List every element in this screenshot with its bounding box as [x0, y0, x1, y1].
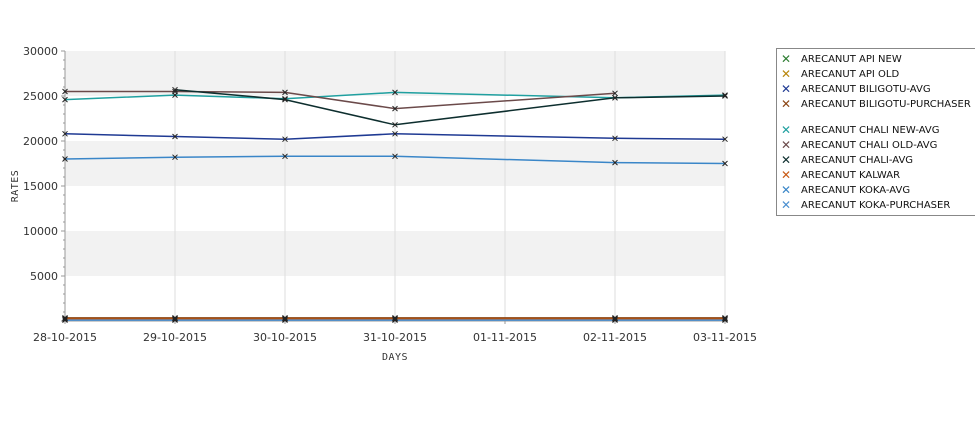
data-point	[172, 88, 178, 95]
legend-marker-icon: ✕	[781, 82, 792, 96]
data-point	[392, 317, 398, 323]
legend-label: ARECANUT BILIGOTU-PURCHASER	[801, 99, 971, 110]
y-tick-label: 25000	[23, 90, 58, 103]
legend-item: ✕ ARECANUT BILIGOTU-PURCHASER	[781, 97, 975, 111]
x-axis-ticks: 28-10-2015 29-10-2015 30-10-2015 31-10-2015…	[33, 321, 757, 344]
y-axis-title: RATES	[10, 170, 21, 203]
legend-label: ARECANUT KOKA-AVG	[801, 185, 911, 196]
legend-marker-icon: ✕	[781, 183, 792, 197]
data-point	[282, 314, 288, 321]
data-point	[172, 154, 178, 161]
y-tick-label: 15000	[23, 180, 58, 193]
y-axis-ticks: 5000 10000 15000 20000 25000 30000	[23, 45, 65, 322]
legend-item: ✕ ARECANUT KOKA-AVG	[781, 183, 975, 197]
y-tick-label: 20000	[23, 135, 58, 148]
series-line	[64, 155, 726, 165]
data-point	[722, 160, 728, 167]
data-point	[62, 96, 68, 103]
legend-marker-icon: ✕	[781, 168, 792, 182]
data-point	[172, 133, 178, 140]
legend-label: ARECANUT CHALI NEW-AVG	[801, 125, 940, 136]
legend-marker-icon: ✕	[781, 138, 792, 152]
legend-label: ARECANUT CHALI-AVG	[801, 155, 914, 166]
data-point	[392, 89, 398, 96]
series-points	[62, 86, 728, 323]
data-point	[62, 317, 68, 323]
x-tick-label: 31-10-2015	[363, 331, 427, 344]
legend-marker-icon: ✕	[781, 97, 792, 111]
data-point	[392, 121, 398, 128]
data-point	[282, 316, 288, 323]
legend-item: ✕ ARECANUT API NEW	[781, 52, 975, 66]
data-point	[722, 316, 728, 323]
data-point	[722, 317, 728, 323]
data-point	[612, 314, 618, 321]
legend-item: ✕ ARECANUT API OLD	[781, 67, 975, 81]
legend-marker-icon: ✕	[781, 67, 792, 81]
data-point	[172, 86, 178, 93]
x-tick-label: 01-11-2015	[473, 331, 537, 344]
legend-item: ✕ ARECANUT CHALI OLD-AVG	[781, 138, 975, 152]
data-point	[612, 316, 618, 323]
data-point	[392, 153, 398, 160]
data-point	[282, 136, 288, 143]
data-point	[722, 314, 728, 321]
data-point	[282, 317, 288, 323]
x-tick-label: 30-10-2015	[253, 331, 317, 344]
data-point	[282, 153, 288, 160]
data-point	[392, 105, 398, 112]
x-tick-label: 03-11-2015	[693, 331, 757, 344]
legend-label: ARECANUT KALWAR	[801, 170, 901, 181]
data-point	[392, 316, 398, 323]
legend-item: ✕ ARECANUT KALWAR	[781, 168, 975, 182]
data-point	[612, 317, 618, 323]
data-point	[612, 94, 618, 101]
x-tick-label: 02-11-2015	[583, 331, 647, 344]
data-point	[172, 317, 178, 323]
data-point	[722, 92, 728, 98]
legend-item: ✕ ARECANUT CHALI-AVG	[781, 153, 975, 167]
legend-marker-icon: ✕	[781, 198, 792, 212]
data-point	[62, 314, 68, 321]
legend-item: ✕ ARECANUT CHALI NEW-AVG	[781, 123, 975, 137]
data-point	[62, 156, 68, 162]
x-axis-title: DAYS	[382, 352, 408, 363]
data-point	[612, 90, 618, 97]
x-tick-label: 28-10-2015	[33, 331, 97, 344]
x-tick-label: 29-10-2015	[143, 331, 207, 344]
data-point	[612, 159, 618, 166]
data-point	[282, 95, 288, 102]
data-point	[392, 130, 398, 137]
data-point	[172, 316, 178, 323]
data-point	[392, 314, 398, 321]
data-point	[612, 135, 618, 142]
legend-item: ✕ ARECANUT KOKA-PURCHASER	[781, 198, 975, 212]
legend-marker-icon: ✕	[781, 153, 792, 167]
legend-label: ARECANUT CHALI OLD-AVG	[801, 140, 938, 151]
legend-label: ARECANUT API NEW	[801, 54, 902, 65]
data-point	[282, 96, 288, 103]
data-point	[62, 316, 68, 323]
legend-label: ARECANUT API OLD	[801, 69, 900, 80]
data-point	[282, 89, 288, 96]
y-tick-label: 30000	[23, 45, 58, 58]
series-line	[64, 133, 726, 140]
y-tick-label: 5000	[30, 270, 58, 283]
data-point	[722, 136, 728, 143]
legend-marker-icon: ✕	[781, 123, 792, 137]
y-tick-label: 10000	[23, 225, 58, 238]
data-point	[62, 88, 68, 95]
legend-label: ARECANUT BILIGOTU-AVG	[801, 84, 931, 95]
legend-item: ✕ ARECANUT BILIGOTU-AVG	[781, 82, 975, 96]
chart-legend: ✕ ARECANUT API NEW ✕ ARECANUT API OLD ✕ ARECA…	[776, 48, 975, 216]
legend-marker-icon: ✕	[781, 52, 792, 66]
legend-label: ARECANUT KOKA-PURCHASER	[801, 200, 951, 211]
data-point	[722, 93, 728, 99]
data-point	[62, 130, 68, 137]
data-point	[172, 314, 178, 321]
